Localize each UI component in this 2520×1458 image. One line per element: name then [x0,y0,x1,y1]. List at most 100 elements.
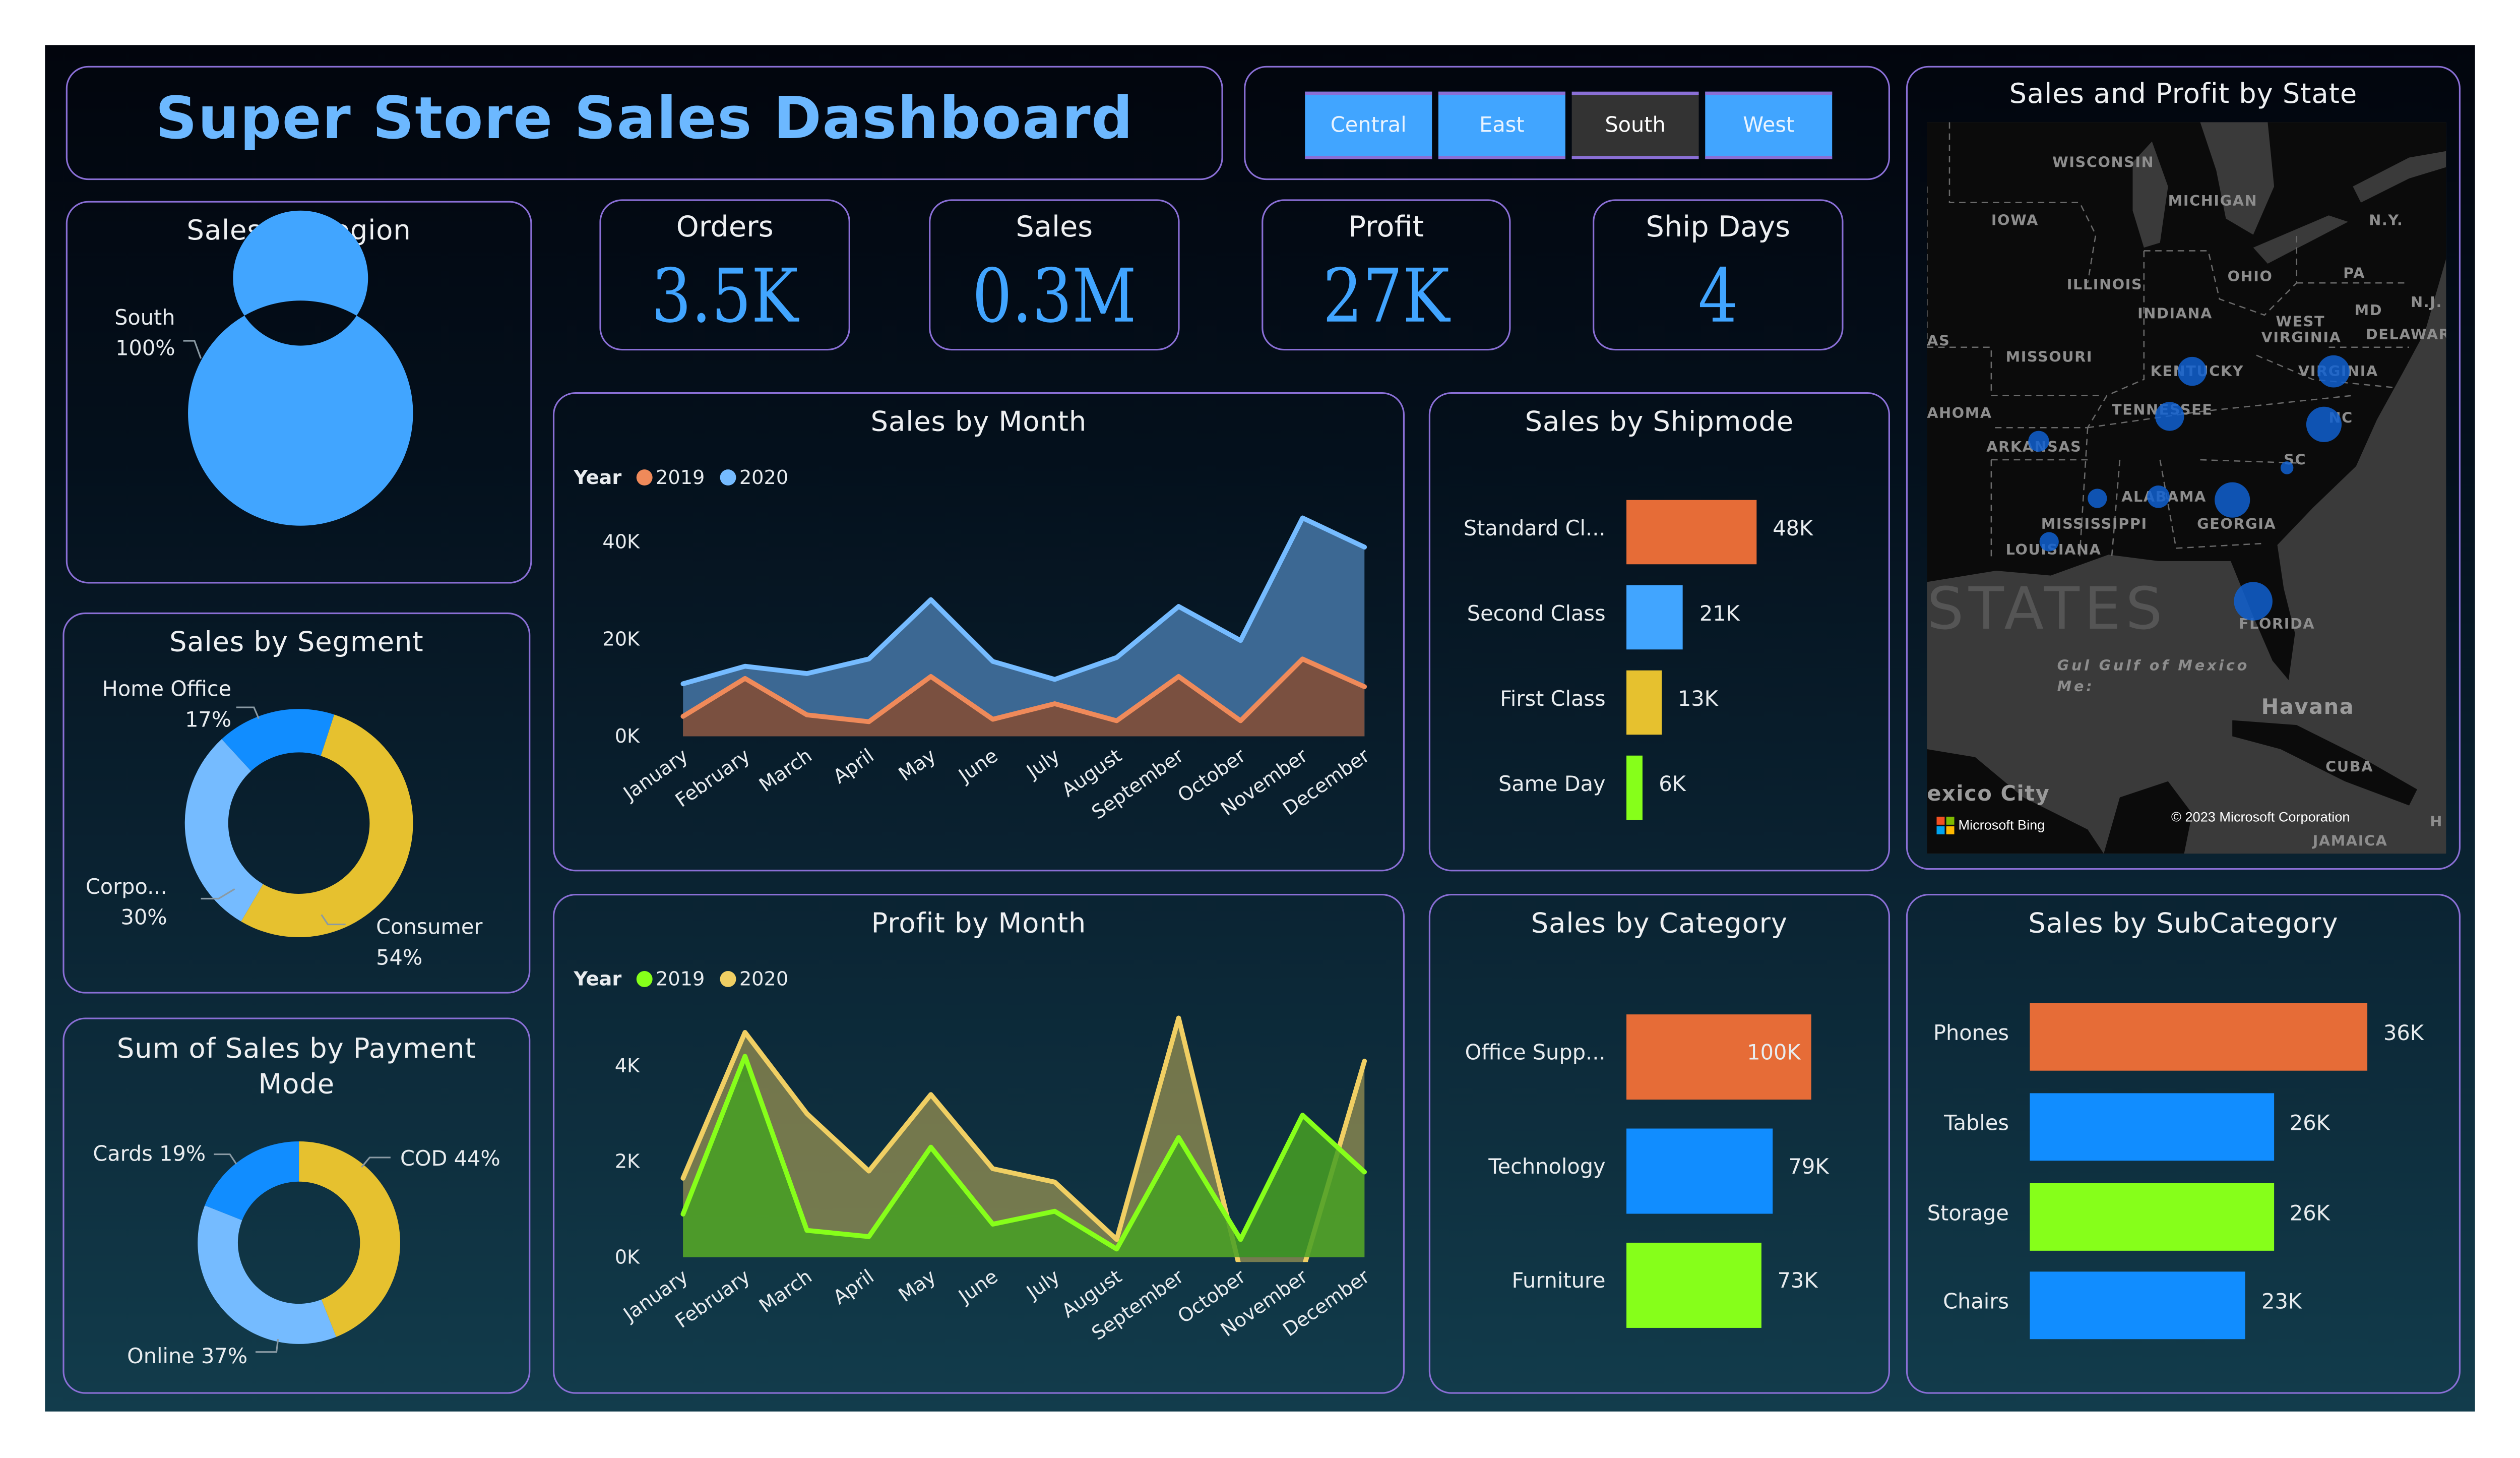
map-bubble-arkansas[interactable] [2027,430,2049,451]
map-label-iowa: IOWA [1991,214,2039,230]
bar-chairs[interactable] [2030,1271,2246,1340]
map-basemap [1927,122,2446,854]
slice-cards-19[interactable] [205,1141,299,1221]
leader-line [321,914,346,926]
state-map[interactable]: WISCONSIN MICHIGAN IOWA N.Y. OHIO PA STATES ILL… [1927,122,2446,854]
bar-furniture[interactable] [1626,1242,1761,1327]
map-bubble-mississippi[interactable] [2088,489,2107,508]
sales-by-category-card: Sales by Category Office Supp... 100K Tech… [1428,893,1891,1394]
y-tick-label: 2K [615,1150,640,1173]
legend-label-2019[interactable]: 2019 [656,968,705,991]
bar-value-same-day: 6K [1659,773,1686,798]
slice-pct-home-office: 17% [185,707,231,732]
slice-label-cards-19: Cards 19% [93,1141,206,1166]
bar-tables[interactable] [2030,1093,2274,1161]
map-label-virginia: VIRGINIA [2261,331,2342,347]
map-bubble-louisiana[interactable] [2039,532,2059,552]
slice-corpo[interactable] [184,739,263,922]
sales-by-shipmode-card: Sales by Shipmode Standard Cl... 48K Secon… [1428,392,1891,872]
bar-storage[interactable] [2030,1183,2274,1251]
map-title: Sales and Profit by State [2009,79,2358,111]
map-label-indiana: INDIANA [2137,307,2213,323]
map-bubble-virginia[interactable] [2317,355,2350,388]
map-label-gul-gulf-of-mexico: Gul Gulf of Mexico [2057,659,2250,676]
leader-line [183,340,202,359]
sales-by-payment-title: Sum of Sales by Payment Mode [116,1034,476,1102]
sales-by-shipmode-title: Sales by Shipmode [1525,406,1794,439]
bar-standard-cl[interactable] [1626,500,1757,565]
legend-label-2019[interactable]: 2019 [656,466,705,489]
bar-label-second-class: Second Class [1467,602,1606,627]
bar-value-chairs: 23K [2261,1291,2302,1315]
kpi-orders-label: Orders [676,210,774,245]
slice-consumer[interactable] [241,714,413,938]
kpi-ship-days-label: Ship Days [1646,210,1791,245]
map-bubble-tennessee[interactable] [2155,402,2184,431]
slicer-east[interactable]: East [1438,91,1565,159]
map-bubble-alabama[interactable] [2147,485,2170,508]
bar-phones[interactable] [2030,1003,2368,1071]
map-bubble-north-carolina[interactable] [2306,406,2342,442]
slicer-west[interactable]: West [1705,91,1833,159]
map-bubble-georgia[interactable] [2215,482,2250,518]
kpi-orders: Orders 3.5K [599,199,850,351]
line-2019[interactable] [680,656,1367,724]
y-tick-label: 0K [615,725,640,748]
bar-office-supp[interactable] [1626,1013,1811,1099]
legend-marker-2020 [720,971,736,987]
legend-label-2020[interactable]: 2020 [739,968,788,991]
sales-by-payment-card: Sum of Sales by Payment Mode COD 44% Onli… [62,1017,531,1394]
map-label-illinois: ILLINOIS [2066,278,2143,294]
leader-line [214,1153,237,1165]
slicer-central[interactable]: Central [1305,91,1432,159]
slice-south[interactable] [188,210,413,526]
bar-first-class[interactable] [1626,670,1662,735]
bar-label-furniture: Furniture [1511,1270,1606,1294]
bar-value-tables: 26K [2289,1112,2330,1137]
line-2019[interactable] [680,1054,1367,1252]
map-label-pa: PA [2343,267,2366,283]
leader-line [361,1157,391,1168]
legend-marker-2020 [720,469,736,486]
line-2020[interactable] [680,515,1367,687]
slice-label-online-37: Online 37% [127,1344,247,1368]
bar-same-day[interactable] [1626,755,1643,820]
slice-pct-south: 100% [115,336,175,360]
line-2020[interactable] [680,1015,1367,1271]
slice-label-cod-44: COD 44% [400,1146,500,1171]
map-label-n-j: N.J. [2411,295,2443,312]
map-label-me: Me: [2057,680,2095,696]
slice-cod-44[interactable] [299,1141,401,1337]
map-bubble-florida[interactable] [2234,582,2273,621]
title-card: Super Store Sales Dashboard [66,66,1223,180]
sales-by-month-title: Sales by Month [870,406,1087,439]
slice-online-37[interactable] [198,1205,337,1344]
y-tick-label: 4K [615,1055,640,1077]
page-title: Super Store Sales Dashboard [155,87,1134,153]
sales-by-segment-donut: Consumer 54% Corpo... 30% Home Office 17% [86,677,483,970]
x-tick-label: May [895,744,940,785]
slice-home-office[interactable] [221,709,335,771]
map-label-md: MD [2354,303,2383,320]
map-label-exico-city: exico City [1927,782,2050,807]
map-bubble-kentucky[interactable] [2177,356,2207,386]
sales-by-category-title: Sales by Category [1531,908,1788,941]
map-label-n-y: N.Y. [2369,214,2404,230]
slicer-south[interactable]: South [1571,91,1699,159]
bar-second-class[interactable] [1626,585,1684,650]
slice-label-corpo: Corpo... [86,875,167,899]
kpi-profit: Profit 27K [1262,199,1511,351]
profit-by-month-title: Profit by Month [871,908,1087,941]
legend-label-2020[interactable]: 2020 [739,466,788,489]
bar-technology[interactable] [1626,1127,1773,1213]
kpi-ship-days-value: 4 [1698,252,1738,339]
sales-by-segment-card: Sales by Segment Consumer 54% Corpo... 30% H… [62,612,531,994]
bar-label-technology: Technology [1488,1156,1606,1180]
map-bubble-south-carolina[interactable] [2280,461,2294,474]
bar-value-office-supp: 100K [1747,1042,1801,1066]
bar-label-phones: Phones [1933,1022,2009,1047]
y-tick-label: 0K [615,1246,640,1268]
map-label-missouri: MISSOURI [2005,350,2093,367]
